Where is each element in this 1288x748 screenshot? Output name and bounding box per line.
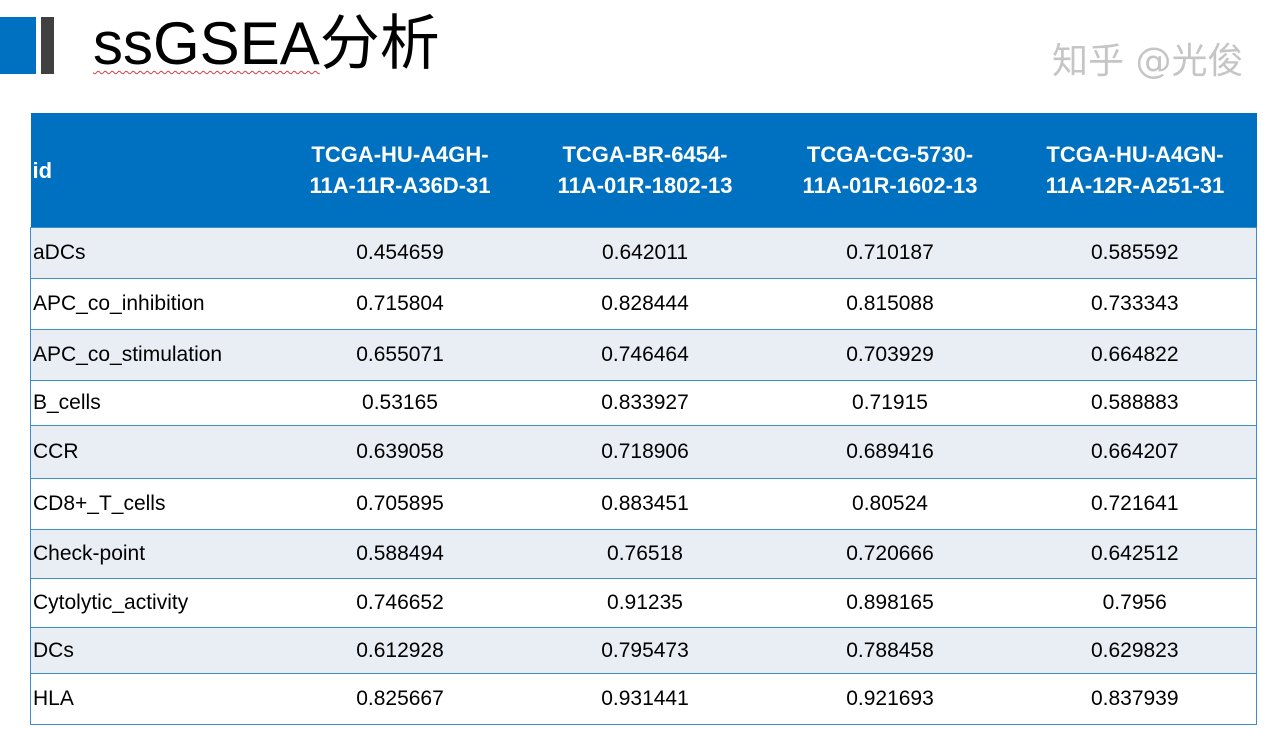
cell-value: 0.788458 [766,627,1012,674]
cell-value: 0.898165 [766,578,1012,628]
cell-value: 0.720666 [766,529,1012,579]
header-line: 11A-11R-A36D-31 [309,173,491,198]
row-label: CCR [30,425,277,479]
row-label: DCs [30,627,277,674]
table-row: B_cells 0.53165 0.833927 0.71915 0.588883 [30,380,1257,426]
table-row: CD8+_T_cells 0.705895 0.883451 0.80524 0.721… [30,478,1257,530]
cell-value: 0.931441 [521,673,767,725]
header-line: TCGA-BR-6454- [562,142,728,167]
column-header-sample: TCGA-HU-A4GN- 11A-12R-A251-31 [1011,113,1257,228]
header-line: 11A-01R-1802-13 [557,173,733,198]
row-label: HLA [30,673,277,725]
cell-value: 0.718906 [521,425,767,479]
row-label: CD8+_T_cells [30,478,277,530]
cell-value: 0.76518 [521,529,767,579]
cell-value: 0.91235 [521,578,767,628]
cell-value: 0.746464 [521,329,767,381]
header-line: TCGA-CG-5730- [806,142,974,167]
page-title: ssGSEA分析 [93,4,440,84]
title-en: ssGSEA [93,10,320,77]
cell-value: 0.883451 [521,478,767,530]
header-row: id TCGA-HU-A4GH- 11A-11R-A36D-31 TCGA-BR-64… [30,113,1257,228]
cell-value: 0.921693 [766,673,1012,725]
cell-value: 0.612928 [276,627,522,674]
title-zh: 分析 [319,10,440,77]
cell-value: 0.7956 [1011,578,1257,628]
cell-value: 0.721641 [1011,478,1257,530]
cell-value: 0.629823 [1011,627,1257,674]
cell-value: 0.664207 [1011,425,1257,479]
column-header-sample: TCGA-CG-5730- 11A-01R-1602-13 [766,113,1012,228]
cell-value: 0.833927 [521,380,767,426]
header-line: 11A-01R-1602-13 [802,173,978,198]
table-row: APC_co_stimulation 0.655071 0.746464 0.7039… [30,329,1257,381]
row-label: B_cells [30,380,277,426]
cell-value: 0.733343 [1011,278,1257,330]
cell-value: 0.795473 [521,627,767,674]
cell-value: 0.80524 [766,478,1012,530]
table-row: APC_co_inhibition 0.715804 0.828444 0.81508… [30,278,1257,330]
cell-value: 0.588883 [1011,380,1257,426]
cell-value: 0.689416 [766,425,1012,479]
ssgsea-table: id TCGA-HU-A4GH- 11A-11R-A36D-31 TCGA-BR-64… [30,113,1257,725]
cell-value: 0.639058 [276,425,522,479]
cell-value: 0.585592 [1011,227,1257,279]
row-label: APC_co_stimulation [30,329,277,381]
cell-value: 0.710187 [766,227,1012,279]
cell-value: 0.825667 [276,673,522,725]
cell-value: 0.664822 [1011,329,1257,381]
table-row: Check-point 0.588494 0.76518 0.720666 0.6425… [30,529,1257,579]
header-line: TCGA-HU-A4GN- [1046,142,1224,167]
cell-value: 0.828444 [521,278,767,330]
header-line: id [32,157,53,183]
cell-value: 0.815088 [766,278,1012,330]
cell-value: 0.588494 [276,529,522,579]
cell-value: 0.705895 [276,478,522,530]
cell-value: 0.642512 [1011,529,1257,579]
cell-value: 0.454659 [276,227,522,279]
column-header-sample: TCGA-HU-A4GH- 11A-11R-A36D-31 [276,113,522,228]
table-row: DCs 0.612928 0.795473 0.788458 0.629823 [30,627,1257,674]
title-accent-gray [41,17,54,74]
title-accent-blue [0,17,36,74]
cell-value: 0.715804 [276,278,522,330]
cell-value: 0.837939 [1011,673,1257,725]
row-label: Check-point [30,529,277,579]
cell-value: 0.53165 [276,380,522,426]
cell-value: 0.71915 [766,380,1012,426]
cell-value: 0.703929 [766,329,1012,381]
row-label: aDCs [30,227,277,279]
cell-value: 0.642011 [521,227,767,279]
cell-value: 0.746652 [276,578,522,628]
table-row: Cytolytic_activity 0.746652 0.91235 0.89816… [30,578,1257,628]
table-row: aDCs 0.454659 0.642011 0.710187 0.585592 [30,227,1257,279]
row-label: APC_co_inhibition [30,278,277,330]
row-label: Cytolytic_activity [30,578,277,628]
cell-value: 0.655071 [276,329,522,381]
column-header-id: id [30,113,277,228]
watermark: 知乎 @光俊 [1052,41,1244,82]
header-line: 11A-12R-A251-31 [1045,173,1225,198]
table-row: CCR 0.639058 0.718906 0.689416 0.664207 [30,425,1257,479]
table-row: HLA 0.825667 0.931441 0.921693 0.837939 [30,673,1257,725]
column-header-sample: TCGA-BR-6454- 11A-01R-1802-13 [521,113,767,228]
header-line: TCGA-HU-A4GH- [311,142,489,167]
